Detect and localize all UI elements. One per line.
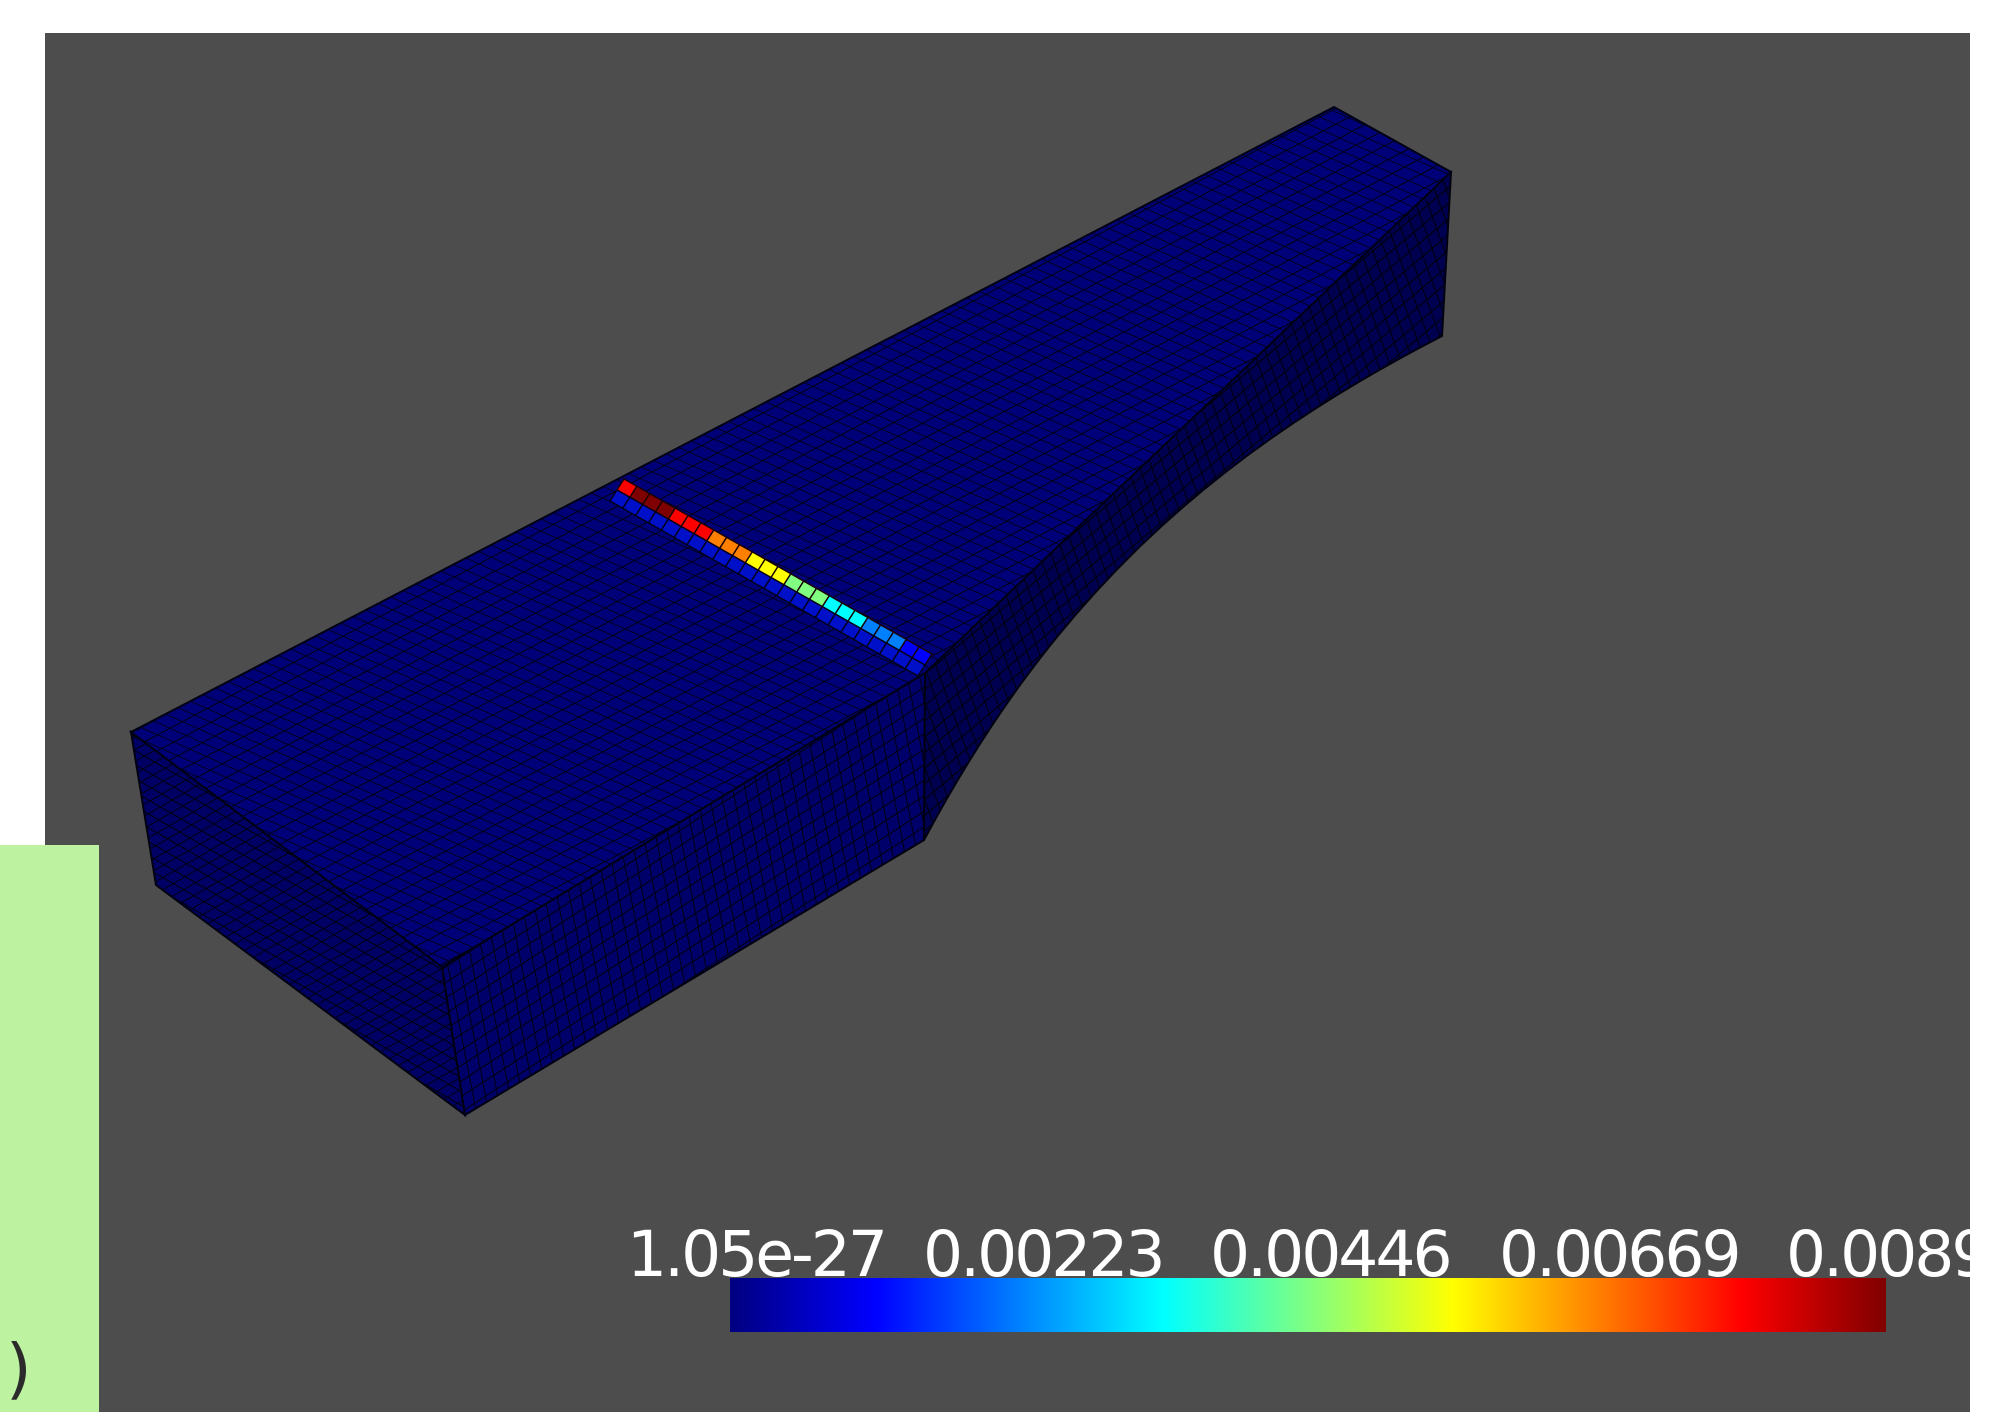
color-bar [730, 1278, 1886, 1332]
side-panel: ) [0, 845, 99, 1412]
mesh-render [129, 105, 1886, 1332]
colored-cell-strip [609, 478, 933, 677]
render-viewport[interactable]: 1.05e-27 0.00223 0.00446 0.00669 0.0089 [45, 33, 1970, 1412]
colored-cell [904, 656, 926, 677]
side-panel-text: ) [0, 1330, 40, 1407]
mesh-top-face [129, 105, 1453, 969]
